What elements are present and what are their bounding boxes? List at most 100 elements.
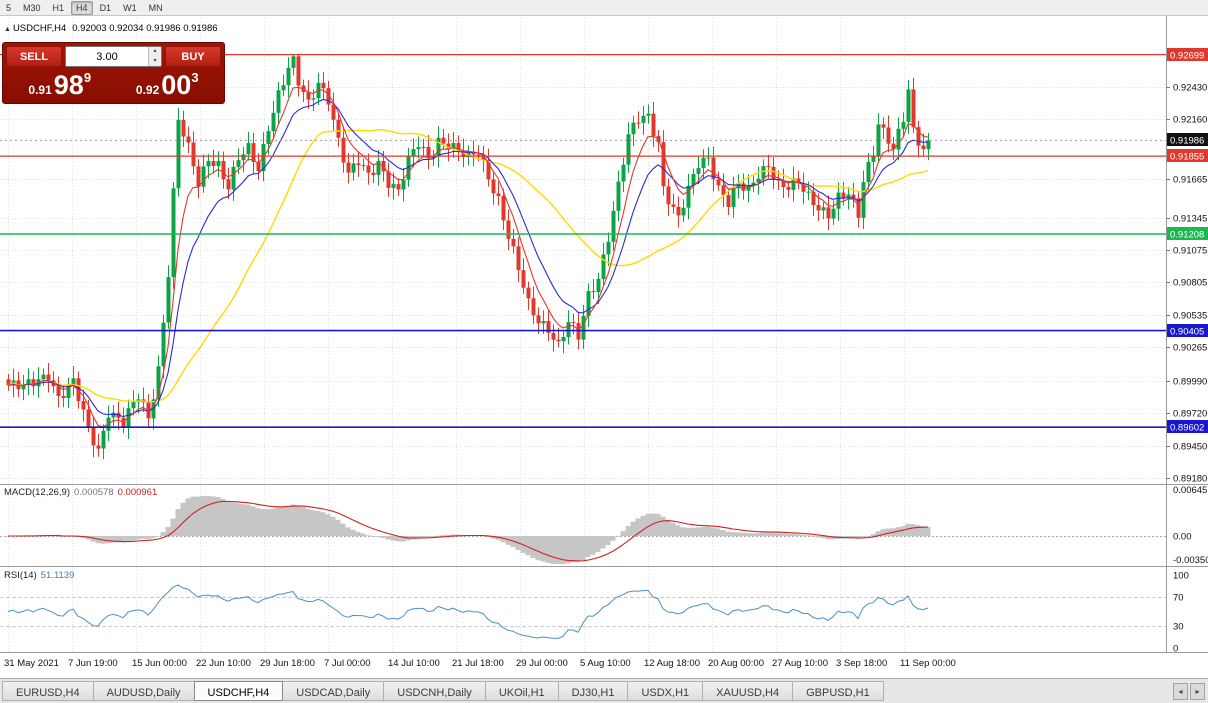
svg-text:3 Sep 18:00: 3 Sep 18:00	[836, 658, 887, 669]
svg-text:0.006451: 0.006451	[1173, 485, 1208, 496]
svg-text:12 Aug 18:00: 12 Aug 18:00	[644, 658, 700, 669]
tab-scroll-controls: ◂ ▸	[1173, 679, 1208, 703]
chart-tab-dj30-h1[interactable]: DJ30,H1	[557, 681, 629, 701]
timeframe-button-h4[interactable]: H4	[71, 0, 93, 15]
chart-tab-xauusd-h4[interactable]: XAUUSD,H4	[702, 681, 794, 701]
bid-price: 0.91 98 9	[6, 68, 114, 100]
volume-input[interactable]	[66, 47, 148, 66]
sell-button[interactable]: SELL	[6, 46, 62, 67]
price-axis[interactable]: 0.92430 0.92160 0.91665 0.91345 0.91075 0.908…	[1166, 48, 1208, 485]
rsi-line	[7, 584, 929, 639]
ma-mid-line	[7, 99, 929, 418]
svg-text:21 Jul 18:00: 21 Jul 18:00	[452, 658, 504, 669]
chart-tab-usdcad-daily[interactable]: USDCAD,Daily	[282, 681, 385, 701]
svg-text:0.89450: 0.89450	[1173, 442, 1207, 453]
svg-text:-0.003507: -0.003507	[1173, 555, 1208, 566]
svg-text:29 Jun 18:00: 29 Jun 18:00	[260, 658, 315, 669]
svg-text:0.91075: 0.91075	[1173, 246, 1207, 257]
svg-text:0.89180: 0.89180	[1173, 474, 1207, 485]
volume-down-button[interactable]: ▾	[149, 56, 161, 66]
bid-price-big-digits: 98	[53, 70, 84, 100]
svg-text:100: 100	[1173, 571, 1189, 582]
chart-symbol-label: USDCHF,H4	[12, 23, 67, 34]
ask-price-prefix: 0.92	[135, 83, 160, 97]
svg-text:20 Aug 00:00: 20 Aug 00:00	[708, 658, 764, 669]
chart-title: ▲ USDCHF,H4 0.92003 0.92034 0.91986 0.9198…	[4, 23, 218, 34]
svg-text:27 Aug 10:00: 27 Aug 10:00	[772, 658, 828, 669]
svg-text:0.90265: 0.90265	[1173, 343, 1207, 354]
chart-tab-usdcnh-daily[interactable]: USDCNH,Daily	[383, 681, 486, 701]
svg-text:5 Aug 10:00: 5 Aug 10:00	[580, 658, 631, 669]
macd-histogram	[5, 495, 931, 564]
ask-price: 0.92 00 3	[114, 68, 222, 100]
timeframe-button-m30[interactable]: M30	[23, 2, 41, 13]
chart-tab-gbpusd-h1[interactable]: GBPUSD,H1	[792, 681, 884, 701]
timeframe-button-h1[interactable]: H1	[52, 2, 65, 13]
price-chart[interactable]: 0.92430 0.92160 0.91665 0.91345 0.91075 0.908…	[0, 16, 1208, 678]
svg-text:0: 0	[1173, 644, 1178, 655]
svg-text:30: 30	[1173, 622, 1184, 633]
chart-tabs: EURUSD,H4 AUDUSD,Daily USDCHF,H4 USDCAD,Dai…	[0, 679, 884, 703]
chart-tab-ukoil-h1[interactable]: UKOil,H1	[484, 681, 559, 701]
time-axis[interactable]: 31 May 2021 7 Jun 19:00 15 Jun 00:00 22 Jun…	[4, 658, 956, 669]
candles[interactable]	[6, 53, 931, 460]
chart-shift-icon: ▲	[4, 26, 11, 33]
rsi-value: 51.1139	[40, 570, 75, 581]
svg-text:31 May 2021: 31 May 2021	[4, 658, 59, 669]
bid-price-prefix: 0.91	[28, 83, 52, 97]
svg-text:0.90805: 0.90805	[1173, 278, 1207, 289]
timeframe-button-mn[interactable]: MN	[148, 2, 163, 13]
macd-signal-line	[8, 500, 929, 562]
timeframe-toolbar: 5 M30 H1 H4 D1 W1 MN	[0, 0, 1208, 16]
svg-text:7 Jun 19:00: 7 Jun 19:00	[68, 658, 118, 669]
chart-tab-bar: EURUSD,H4 AUDUSD,Daily USDCHF,H4 USDCAD,Dai…	[0, 678, 1208, 703]
svg-text:0.89720: 0.89720	[1173, 409, 1207, 420]
tabs-scroll-left-button[interactable]: ◂	[1173, 682, 1188, 700]
chart-tab-usdchf-h4[interactable]: USDCHF,H4	[193, 681, 284, 701]
timeframe-button-w1[interactable]: W1	[123, 2, 137, 13]
svg-text:7 Jul 00:00: 7 Jul 00:00	[324, 658, 370, 669]
svg-text:11 Sep 00:00: 11 Sep 00:00	[900, 658, 956, 669]
volume-spinner: ▴ ▾	[148, 47, 161, 66]
rsi-label: RSI(14) 51.1139	[4, 570, 74, 581]
svg-text:0.89990: 0.89990	[1173, 377, 1207, 388]
chart-tab-audusd-daily[interactable]: AUDUSD,Daily	[92, 681, 195, 701]
chart-tab-eurusd-h4[interactable]: EURUSD,H4	[2, 681, 94, 701]
svg-text:29 Jul 00:00: 29 Jul 00:00	[516, 658, 568, 669]
svg-text:0.90405: 0.90405	[1170, 327, 1204, 338]
svg-text:0.89602: 0.89602	[1170, 423, 1204, 434]
svg-text:0.00: 0.00	[1173, 532, 1192, 543]
volume-up-button[interactable]: ▴	[149, 47, 161, 57]
chart-tab-usdx-h1[interactable]: USDX,H1	[627, 681, 704, 701]
tabs-scroll-right-button[interactable]: ▸	[1190, 682, 1205, 700]
buy-button[interactable]: BUY	[165, 46, 221, 67]
svg-text:0.90535: 0.90535	[1173, 311, 1207, 322]
svg-text:0.91986: 0.91986	[1170, 136, 1204, 147]
macd-name: MACD(12,26,9)	[4, 487, 70, 498]
svg-text:15 Jun 00:00: 15 Jun 00:00	[132, 658, 187, 669]
chart-stack: 0.92430 0.92160 0.91665 0.91345 0.91075 0.908…	[0, 16, 1208, 678]
bid-price-pip-digit: 9	[83, 70, 92, 85]
svg-text:0.91665: 0.91665	[1173, 175, 1207, 186]
timeframe-button-d1[interactable]: D1	[99, 2, 112, 13]
rsi-name: RSI(14)	[4, 570, 37, 581]
volume-control: ▴ ▾	[65, 46, 162, 67]
macd-main-value: 0.000578	[74, 487, 114, 498]
svg-text:22 Jun 10:00: 22 Jun 10:00	[196, 658, 251, 669]
indicator-axes: 0.006451 0.00 -0.003507 100 70 30 0	[1173, 485, 1208, 655]
svg-text:0.91855: 0.91855	[1170, 152, 1204, 163]
timeframe-button-5[interactable]: 5	[6, 2, 12, 13]
chart-ohlc-values: 0.92003 0.92034 0.91986 0.91986	[72, 23, 218, 34]
macd-signal-value: 0.000961	[117, 487, 158, 498]
ma-fast-line	[7, 86, 929, 428]
ask-price-big-digits: 00	[161, 70, 192, 100]
svg-text:14 Jul 10:00: 14 Jul 10:00	[388, 658, 440, 669]
ma-slow-line	[7, 128, 929, 403]
svg-text:0.92430: 0.92430	[1173, 83, 1207, 94]
svg-text:0.92160: 0.92160	[1173, 115, 1207, 126]
ask-price-pip-digit: 3	[191, 70, 199, 85]
svg-text:0.91345: 0.91345	[1173, 214, 1207, 225]
svg-text:70: 70	[1173, 592, 1184, 603]
